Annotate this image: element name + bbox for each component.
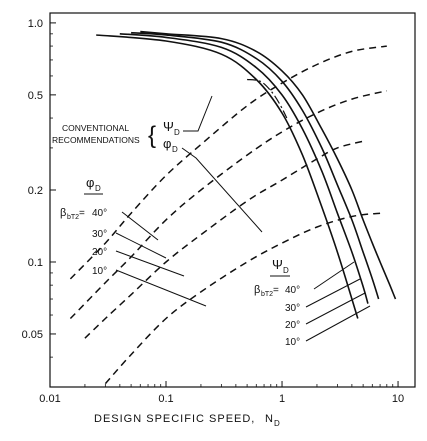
leader-psi-conventional [183, 95, 213, 132]
psi-beta-equals: = [273, 285, 279, 296]
psi-angle-40: 40° [285, 285, 300, 296]
y-tick-label: 1.0 [28, 18, 43, 30]
x-axis-symbol-subscript: D [274, 419, 280, 428]
psi-conventional-subscript: D [174, 128, 180, 137]
brace-glyph: { [148, 122, 156, 149]
phi-beta-subscript: bT2 [67, 214, 79, 221]
leader-psi-10 [305, 305, 371, 342]
leader-phi-conventional [181, 147, 263, 233]
chart-curves [69, 30, 397, 385]
psi-angle-10: 10° [285, 337, 300, 348]
y-tick-label: 0.2 [28, 185, 43, 197]
phi-legend-symbol: φ [86, 175, 94, 190]
psi-series-d-30 [119, 33, 369, 304]
leader-phi-10 [115, 269, 207, 307]
axis-ticks: 0.01 0.1 1 10 1.0 0.5 0.2 0.1 0.05 [22, 18, 405, 405]
psi-beta-symbol: β [254, 284, 260, 296]
psi-beta-subscript: bT2 [261, 291, 273, 298]
leader-psi-20 [305, 292, 366, 325]
phi-conventional-symbol: φ [163, 136, 171, 151]
x-tick-label: 0.01 [39, 393, 60, 405]
phi-angle-20: 20° [92, 247, 107, 258]
leader-psi-40 [313, 261, 355, 290]
x-tick-label: 0.1 [158, 393, 173, 405]
phi-angle-30: 30° [92, 229, 107, 240]
plot-frame [49, 12, 416, 388]
psi-angle-30: 30° [285, 303, 300, 314]
y-tick-label: 0.5 [28, 90, 43, 102]
leader-psi-30 [305, 278, 361, 308]
recommendations-label: RECOMMENDATIONS [52, 135, 140, 145]
conventional-label: CONVENTIONAL [62, 123, 129, 133]
phi-beta-equals: = [79, 208, 85, 219]
phi-legend-subscript: D [95, 184, 101, 193]
x-tick-label: 10 [392, 393, 404, 405]
psi-legend-subscript: D [283, 266, 289, 275]
phi-series-d-20 [84, 140, 364, 339]
x-axis-title: DESIGN SPECIFIC SPEED, [94, 413, 255, 425]
leader-phi-20 [115, 250, 185, 277]
phi-beta-symbol: β [60, 207, 66, 219]
psi-angle-20: 20° [285, 320, 300, 331]
leader-phi-30 [115, 232, 167, 259]
leader-phi-40 [121, 211, 159, 241]
phi-angle-10: 10° [92, 266, 107, 277]
y-tick-label: 0.05 [22, 329, 43, 341]
phi-conventional-subscript: D [172, 145, 178, 154]
x-axis-symbol: N [265, 413, 274, 425]
psi-legend-symbol: Ψ [272, 257, 283, 272]
y-tick-label: 0.1 [28, 257, 43, 269]
psi-series-d-40 [96, 34, 359, 319]
phi-series-d-40 [69, 45, 387, 280]
psi-series-d-10 [140, 30, 397, 300]
psi-conventional-symbol: Ψ [163, 119, 174, 134]
phi-angle-40: 40° [92, 208, 107, 219]
phi-series-d-10 [104, 212, 381, 385]
x-tick-label: 1 [279, 393, 285, 405]
leader-lines [115, 95, 371, 342]
psi-series-d-20 [131, 31, 380, 300]
phi-series-d-30 [69, 90, 387, 320]
